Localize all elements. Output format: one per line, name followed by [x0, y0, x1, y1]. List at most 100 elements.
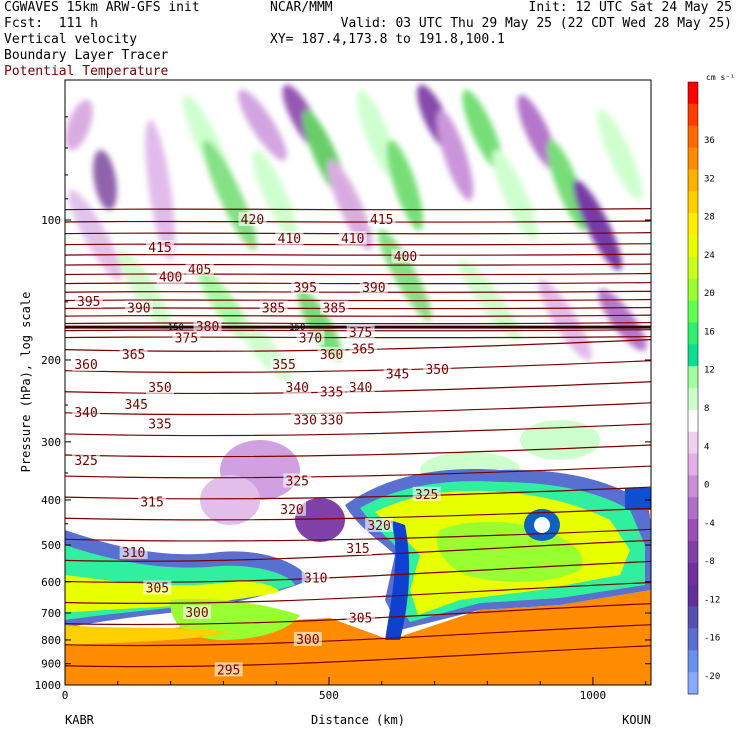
x-axis-right-station: KOUN: [622, 713, 651, 727]
y-tick-label: 600: [41, 576, 61, 589]
theta-label-bg: [359, 279, 388, 294]
colorbar-swatch: [688, 366, 698, 389]
theta-label-bg: [423, 361, 452, 376]
colorbar-swatch: [688, 300, 698, 323]
theta-label: 380: [196, 320, 219, 335]
theta-label: 310: [304, 571, 327, 586]
colorbar-swatch: [688, 519, 698, 542]
theta-label-bg: [291, 279, 320, 294]
theta-label: 410: [341, 232, 364, 247]
theta-contour: [65, 243, 651, 246]
x-tick-label: 500: [319, 689, 339, 702]
y-tick-label: 300: [41, 436, 61, 449]
colorbar-label: 24: [704, 251, 715, 261]
theta-label-bg: [122, 397, 151, 412]
theta-contour: [65, 528, 651, 542]
theta-label: 415: [148, 241, 171, 256]
velocity-patch: [200, 475, 260, 525]
theta-label: 370: [299, 332, 322, 347]
theta-label-bg: [346, 610, 375, 625]
theta-label-bg: [344, 541, 372, 556]
wave-band: [252, 149, 298, 241]
colorbar-label: 36: [704, 136, 715, 146]
theta-contour: [65, 539, 651, 562]
theta-label-bg: [291, 412, 320, 427]
x-axis-label: Distance (km): [311, 713, 405, 727]
theta-label: 405: [188, 263, 211, 278]
theta-contour: [65, 444, 651, 458]
colorbar-swatch: [688, 497, 698, 520]
theta-label-bg: [317, 412, 346, 427]
theta-label-bg: [74, 293, 103, 308]
colorbar: 36 32 28 24 20 16 12 8 4 0 -4 -8 -12 -16 -20: [687, 81, 720, 695]
theta-contour: [65, 581, 651, 605]
y-tick-label: 500: [41, 539, 61, 552]
theta-label: 355: [272, 358, 295, 373]
theta-label-bg: [72, 404, 101, 419]
wave-band: [597, 109, 643, 201]
theta-label-bg: [412, 486, 441, 501]
theta-contour: [65, 314, 651, 317]
colorbar-swatch: [688, 125, 698, 149]
theta-label: 325: [286, 474, 309, 489]
wave-band: [327, 159, 373, 251]
velocity-patch: [295, 498, 345, 542]
theta-label: 415: [370, 213, 393, 228]
colorbar-swatch: [688, 650, 698, 673]
theta-label: 365: [352, 343, 375, 358]
tropopause-label: 150: [168, 323, 184, 333]
theta-label: 385: [323, 301, 346, 316]
colorbar-swatch: [688, 169, 698, 192]
colorbar-swatch: [688, 103, 698, 127]
theta-label-bg: [391, 248, 420, 263]
org-label: NCAR/MMM: [270, 0, 333, 15]
theta-label: 330: [320, 414, 343, 429]
x-axis: 0 500 1000: [62, 677, 647, 702]
colorbar-swatch: [688, 82, 698, 105]
theta-label-bg: [301, 570, 330, 585]
theta-label: 300: [296, 633, 319, 648]
colorbar-label: 12: [704, 366, 715, 376]
wave-band: [93, 149, 117, 211]
theta-label: 325: [74, 454, 97, 469]
theta-contour: [65, 465, 651, 479]
tropopause-label: 150: [289, 323, 305, 333]
colorbar-swatch: [688, 431, 698, 455]
theta-contour: [65, 360, 651, 373]
cross-section-endpoints: XY= 187.4,173.8 to 191.8,100.1: [270, 32, 505, 47]
field-boundary-layer-tracer: Boundary Layer Tracer: [4, 48, 169, 63]
colorbar-swatch: [688, 213, 698, 236]
theta-label-bg: [182, 604, 211, 619]
theta-contour: [65, 208, 651, 211]
theta-contour: [65, 507, 651, 521]
colorbar-swatch: [688, 409, 698, 433]
theta-contour: [65, 272, 651, 276]
forecast-hour: Fcst: 111 h: [4, 16, 98, 31]
theta-label: 325: [415, 488, 438, 503]
init-time: Init: 12 UTC Sat 24 May 25: [528, 0, 733, 15]
field-potential-temperature: Potential Temperature: [4, 64, 169, 79]
theta-contour: [65, 645, 651, 668]
theta-label: 420: [241, 213, 264, 228]
theta-label: 320: [280, 503, 303, 518]
left-layer-amber: [65, 625, 230, 645]
colorbar-swatch: [688, 606, 698, 629]
theta-label: 315: [140, 495, 163, 510]
theta-label: 295: [217, 663, 240, 678]
wave-band: [547, 139, 588, 231]
theta-label: 365: [122, 348, 145, 363]
theta-label: 400: [394, 250, 417, 265]
theta-label: 345: [125, 398, 148, 413]
colorbar-label: -16: [704, 634, 720, 644]
colorbar-label: -4: [704, 519, 715, 529]
theta-label-bg: [193, 319, 222, 334]
theta-label: 345: [386, 368, 409, 383]
theta-label-bg: [172, 330, 201, 345]
colorbar-label: 28: [704, 213, 715, 223]
theta-label-bg: [146, 380, 175, 395]
theta-label-bg: [367, 211, 396, 226]
theta-contour: [65, 298, 651, 302]
colorbar-label: 4: [704, 442, 709, 452]
colorbar-swatch: [688, 475, 698, 498]
theta-label-bg: [72, 356, 101, 371]
